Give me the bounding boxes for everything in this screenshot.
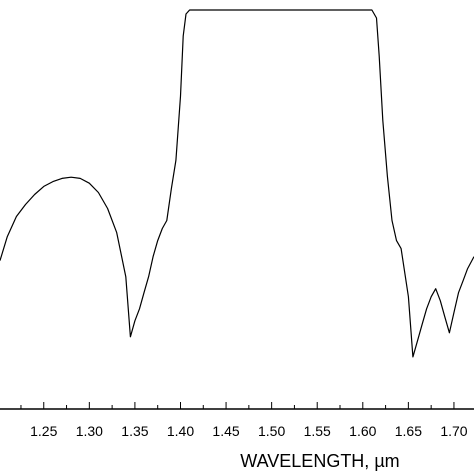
- x-tick-label: 1.70: [440, 423, 467, 439]
- x-tick-label: 1.60: [349, 423, 376, 439]
- x-tick-label: 1.45: [212, 423, 239, 439]
- x-tick-label: 1.25: [30, 423, 57, 439]
- series-line: [0, 9, 474, 358]
- x-tick-label: 1.30: [76, 423, 103, 439]
- x-tick-label: 1.65: [395, 423, 422, 439]
- x-tick-label: 1.40: [167, 423, 194, 439]
- x-tick-label: 1.50: [258, 423, 285, 439]
- x-axis-tick-labels: 1.25 1.30 1.35 1.40 1.45 1.50 1.55 1.60 1.65 1.70: [30, 423, 468, 439]
- x-axis-title: WAVELENGTH, µm: [240, 451, 399, 471]
- plot-area: [0, 9, 474, 358]
- x-axis-ticks: [20, 402, 455, 409]
- x-tick-label: 1.55: [304, 423, 331, 439]
- x-tick-label: 1.35: [121, 423, 148, 439]
